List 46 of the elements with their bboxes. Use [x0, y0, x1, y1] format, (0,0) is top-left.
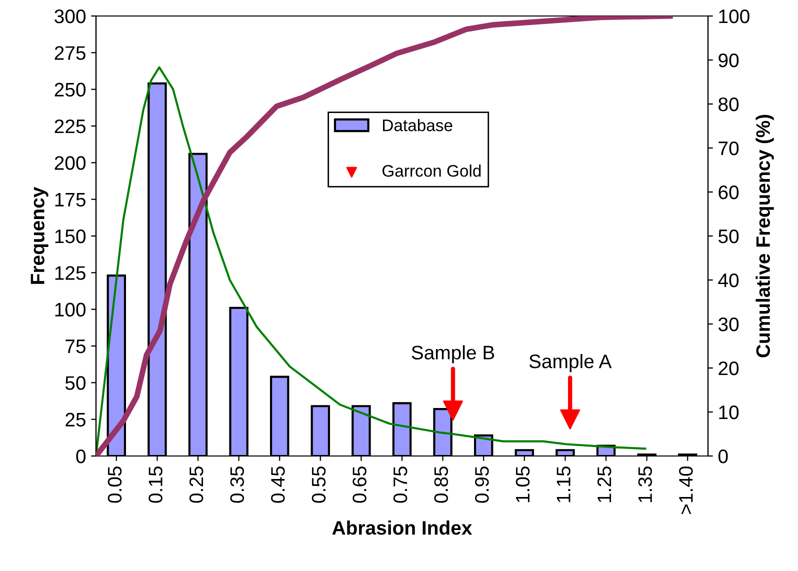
x-tick-label: 0.55: [312, 466, 326, 503]
y-tick-label: 175: [55, 193, 86, 207]
x-tick-label: 0.15: [148, 466, 162, 503]
y2-tick-label: 40: [718, 273, 739, 288]
x-tick-label: 1.25: [597, 466, 612, 502]
y2-tick-label: 80: [718, 97, 739, 112]
x-tick-label: 0.95: [475, 466, 489, 503]
y-tick-label: 125: [55, 266, 86, 280]
x-tick-label: 0.65: [352, 466, 366, 503]
y2-tick-label: 10: [719, 405, 739, 420]
y-tick-label: 0: [76, 449, 86, 464]
y-tick-label: 100: [55, 302, 86, 317]
y-axis-title: Frequency: [30, 186, 48, 284]
y2-tick-label: 30: [718, 317, 739, 332]
y2-tick-label: 20: [718, 361, 739, 376]
y-tick-label: 225: [54, 119, 86, 134]
y2-tick-label: 100: [719, 9, 750, 24]
y-tick-label: 150: [55, 229, 86, 244]
y2-tick-label: 50: [718, 229, 739, 244]
y-tick-label: 50: [65, 376, 86, 390]
x-axis-title: Abrasion Index: [332, 520, 472, 535]
y2-tick-label: 60: [718, 185, 739, 200]
x-tick-label: 0.05: [108, 466, 122, 503]
legend-label: Garrcon Gold: [382, 164, 481, 177]
legend-label: Database: [383, 119, 452, 132]
x-tick-label: 1.15: [556, 466, 570, 502]
x-tick-label: 1.35: [638, 466, 652, 502]
y-tick-label: 250: [54, 82, 86, 97]
y2-tick-label: 90: [718, 53, 739, 68]
x-tick-label: >1.40: [679, 466, 693, 514]
x-tick-label: 0.35: [230, 466, 244, 503]
y-tick-label: 25: [66, 412, 86, 427]
y-tick-label: 275: [54, 46, 86, 60]
x-tick-label: 1.05: [516, 466, 530, 502]
y-tick-label: 300: [54, 9, 86, 24]
y2-tick-label: 70: [718, 141, 739, 156]
x-tick-label: 0.85: [434, 466, 448, 503]
y-tick-label: 200: [54, 156, 86, 170]
y-tick-label: 75: [66, 340, 86, 354]
x-tick-label: 0.75: [393, 466, 408, 503]
y2-tick-label: 0: [718, 449, 728, 464]
annotation: Sample B: [412, 345, 494, 364]
x-tick-label: 0.45: [271, 466, 285, 503]
y2-axis-title: Cumulative Frequency (%): [756, 114, 774, 358]
x-tick-label: 0.25: [189, 466, 204, 503]
annotation: Sample A: [529, 354, 612, 372]
